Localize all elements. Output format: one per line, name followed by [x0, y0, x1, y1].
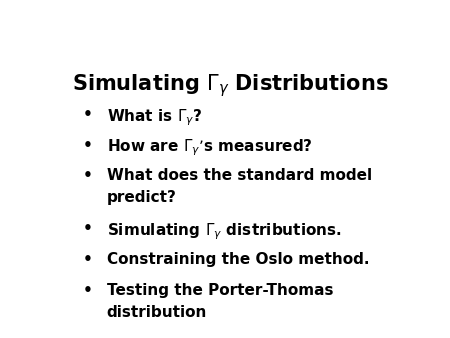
Text: How are $\Gamma_{\gamma}$’s measured?: How are $\Gamma_{\gamma}$’s measured?	[107, 138, 313, 158]
Text: •: •	[83, 221, 93, 236]
Text: distribution: distribution	[107, 305, 207, 320]
Text: •: •	[83, 168, 93, 183]
Text: •: •	[83, 107, 93, 122]
Text: predict?: predict?	[107, 190, 177, 206]
Text: •: •	[83, 252, 93, 267]
Text: Simulating $\Gamma_{\gamma}$ Distributions: Simulating $\Gamma_{\gamma}$ Distributio…	[72, 72, 389, 99]
Text: •: •	[83, 283, 93, 297]
Text: Testing the Porter-Thomas: Testing the Porter-Thomas	[107, 283, 333, 297]
Text: •: •	[83, 138, 93, 153]
Text: What does the standard model: What does the standard model	[107, 168, 372, 183]
Text: What is $\Gamma_{\gamma}$?: What is $\Gamma_{\gamma}$?	[107, 107, 202, 127]
Text: Simulating $\Gamma_{\gamma}$ distributions.: Simulating $\Gamma_{\gamma}$ distributio…	[107, 221, 342, 242]
Text: Constraining the Oslo method.: Constraining the Oslo method.	[107, 252, 369, 267]
